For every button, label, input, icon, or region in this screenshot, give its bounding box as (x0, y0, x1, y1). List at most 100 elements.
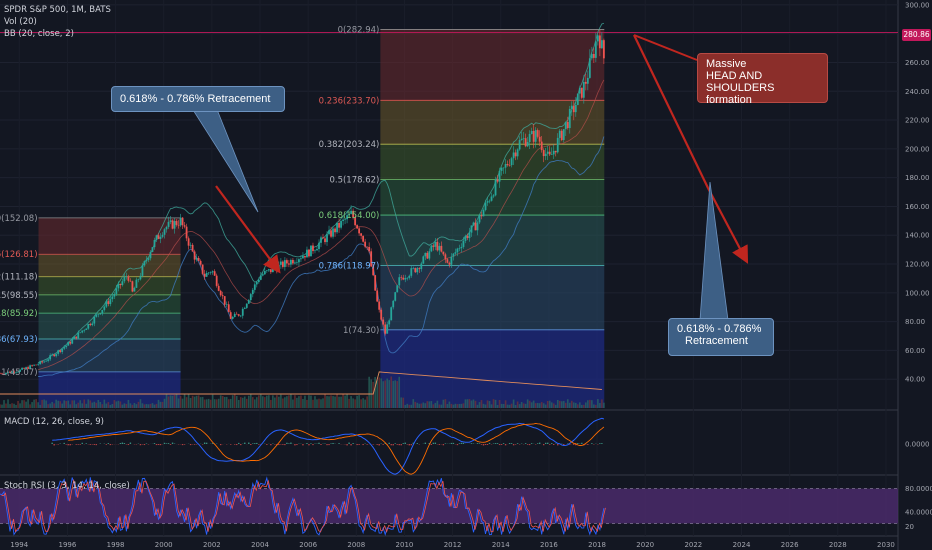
candle-body (147, 258, 150, 260)
volume-bar (294, 395, 296, 408)
volume-bar (256, 397, 258, 408)
head-and-shoulders-callout[interactable]: Massive HEAD AND SHOULDERS formation (697, 53, 828, 106)
candle-body (532, 130, 535, 142)
volume-bar (151, 403, 154, 408)
macd-indicator-label: MACD (12, 26, close, 9) (4, 417, 104, 427)
volume-bar (282, 398, 284, 408)
macd-histogram-bar (129, 442, 132, 444)
candle-body (444, 254, 447, 260)
volume-bar (440, 404, 443, 408)
volume-bar (153, 404, 156, 408)
volume-bar (336, 394, 338, 408)
candle-body (213, 271, 216, 276)
volume-bar (595, 404, 597, 408)
macd-histogram-bar (384, 443, 386, 444)
retracement-callout-left[interactable]: 0.618% - 0.786% Retracement (111, 86, 285, 112)
volume-bar (264, 397, 266, 408)
volume-bar (498, 399, 501, 408)
x-tick-label: 2000 (155, 541, 173, 549)
candle-body (600, 40, 603, 49)
y-tick-label: 80.00 (905, 318, 925, 326)
volume-bar (470, 400, 473, 408)
volume-bar (129, 403, 132, 408)
volume-bar (442, 399, 445, 408)
volume-bar (601, 399, 603, 408)
volume-bar (530, 402, 533, 408)
candle-body (306, 249, 308, 258)
x-tick-label: 1994 (10, 541, 28, 549)
macd-histogram-bar (551, 443, 553, 444)
candle-body (39, 361, 42, 365)
volume-bar (546, 400, 549, 408)
macd-histogram-bar (581, 442, 583, 444)
macd-histogram-bar (109, 444, 112, 446)
volume-bar (231, 395, 234, 408)
volume-bar (597, 399, 599, 408)
candle-body (400, 277, 403, 278)
candle-body (510, 158, 513, 166)
macd-histogram-bar (159, 444, 162, 446)
volume-bar (388, 380, 391, 408)
candle-body (336, 222, 338, 233)
macd-histogram-bar (143, 444, 146, 446)
macd-histogram-bar (85, 443, 87, 444)
macd-histogram-bar (502, 443, 505, 444)
volume-bar (239, 397, 242, 408)
candle-body (35, 364, 38, 366)
macd-histogram-bar (428, 443, 431, 444)
candle-body (516, 149, 519, 157)
candle-body (89, 323, 92, 325)
candle-body (201, 264, 204, 274)
volume-bar (93, 401, 96, 408)
volume-bar (227, 399, 230, 408)
candle-body (267, 269, 270, 271)
macd-histogram-bar (356, 444, 358, 446)
candle-body (45, 360, 48, 362)
macd-histogram-bar (488, 442, 491, 444)
volume-bar (225, 396, 228, 408)
candle-body (368, 246, 371, 252)
volume-bar (410, 404, 413, 408)
candle-body (540, 141, 543, 151)
candle-body (322, 237, 324, 239)
volume-bar (528, 400, 531, 408)
volume-bar (143, 404, 146, 408)
macd-histogram-bar (201, 444, 204, 445)
volume-bar (262, 396, 264, 408)
volume-bar (77, 402, 80, 408)
volume-bar (518, 404, 521, 408)
macd-histogram-bar (93, 444, 95, 445)
retracement-callout-right[interactable]: 0.618% - 0.786% Retracement (668, 318, 774, 356)
volume-bar (585, 402, 587, 408)
volume-bar (534, 403, 537, 408)
candle-body (195, 257, 198, 260)
x-tick-label: 2004 (251, 541, 269, 549)
macd-histogram-bar (390, 444, 392, 446)
candle-body (332, 228, 334, 237)
bollinger-indicator-label: BB (20, close, 2) (4, 29, 74, 39)
volume-bar (522, 403, 525, 408)
candle-body (492, 195, 495, 197)
candle-body (43, 361, 46, 363)
macd-histogram-bar (203, 442, 206, 444)
macd-histogram-bar (326, 444, 328, 446)
trend-arrows (187, 34, 749, 321)
volume-bar (25, 401, 27, 408)
candle-body (183, 225, 186, 227)
candle-body (95, 314, 98, 317)
volume-bar (532, 400, 535, 408)
x-tick-label: 2018 (588, 541, 606, 549)
candle-body (115, 288, 118, 294)
volume-bar (446, 404, 449, 408)
volume-bar (562, 400, 565, 408)
candle-body (261, 274, 264, 276)
volume-bar (73, 400, 76, 408)
volume-bar (460, 403, 463, 408)
volume-bar (392, 380, 395, 408)
candle-body (582, 81, 585, 98)
candle-body (586, 77, 589, 84)
volume-bar (360, 399, 362, 408)
volume-bar (135, 404, 138, 408)
volume-bar (109, 404, 112, 408)
volume-bar (167, 396, 170, 408)
